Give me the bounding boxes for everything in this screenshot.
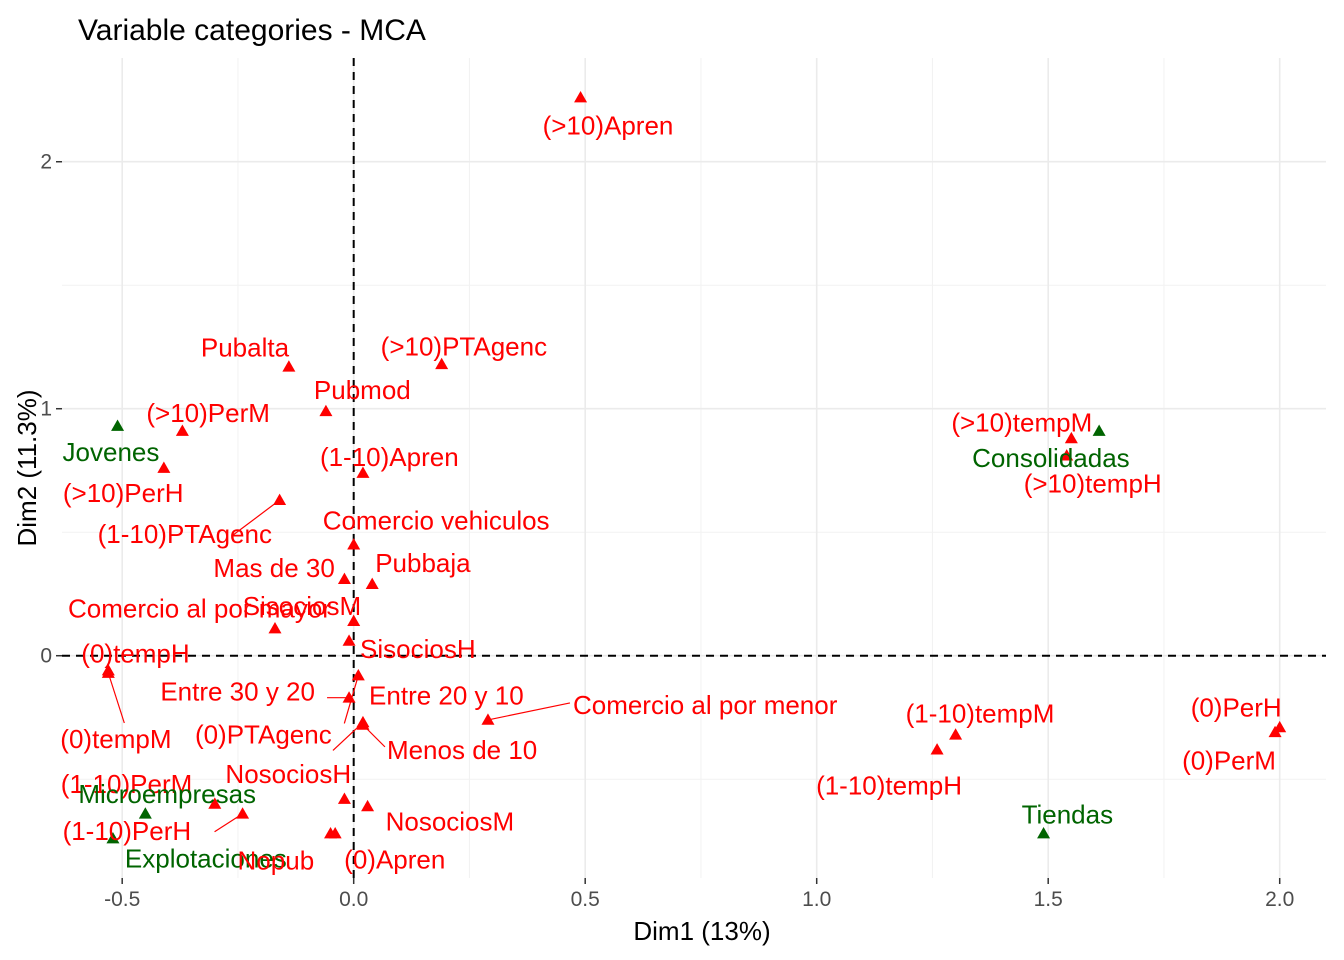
x-tick-label: 0.5	[571, 888, 600, 911]
point-marker	[111, 419, 125, 431]
point-label: Pubmod	[314, 375, 411, 405]
point-label: (0)tempH	[81, 639, 189, 669]
point-marker	[106, 831, 120, 844]
point-marker	[337, 792, 351, 804]
point-label: Comercio vehiculos	[323, 506, 550, 536]
point-marker	[347, 538, 361, 550]
axis-ticks: -0.5 0.0 0.5 1.0 1.5 2.0 0 1 2	[40, 151, 1294, 911]
point-marker	[101, 666, 115, 678]
x-tick-label: -0.5	[104, 888, 140, 911]
point-label: NosociosH	[225, 759, 351, 789]
point-marker	[273, 493, 287, 505]
point-marker	[208, 797, 222, 809]
point-marker	[1064, 431, 1078, 444]
point-marker	[319, 404, 333, 417]
x-tick-label: 1.0	[802, 888, 831, 911]
point-label: (0)Apren	[344, 845, 445, 875]
point-label: Pubalta	[201, 333, 290, 363]
x-axis-title: Dim1 (13%)	[633, 916, 770, 946]
point-marker	[268, 622, 282, 634]
point-label: Explotaciones	[125, 843, 287, 873]
point-label: Comercio al por mayor	[68, 594, 331, 624]
point-label: Jovenes	[63, 437, 160, 467]
leader-line	[231, 499, 280, 537]
point-label: SisociosH	[360, 634, 476, 664]
reference-lines	[62, 58, 1326, 878]
point-label: SisociosM	[243, 591, 361, 621]
point-label: (>10)PerM	[146, 398, 270, 428]
point-marker	[157, 461, 171, 473]
point-label: Nopub	[238, 846, 315, 876]
x-tick-label: 1.5	[1034, 888, 1063, 911]
point-marker	[347, 614, 361, 627]
point-marker	[481, 713, 495, 725]
point-label: (0)PerM	[1182, 745, 1276, 775]
chart-title: Variable categories - MCA	[78, 14, 426, 47]
point-label: Mas de 30	[213, 553, 334, 583]
point-marker	[949, 728, 963, 740]
point-marker	[435, 357, 449, 370]
grid	[62, 58, 1326, 878]
point-marker	[1092, 424, 1106, 436]
point-marker	[356, 718, 370, 730]
point-label: (1-10)PerM	[61, 769, 192, 799]
y-tick-label: 1	[40, 398, 52, 421]
point-label: (0)PerH	[1191, 692, 1282, 722]
x-tick-label: 0.0	[339, 888, 368, 911]
y-tick-label: 0	[40, 645, 52, 668]
point-label: Pubbaja	[375, 548, 471, 578]
point-label: Menos de 10	[387, 735, 537, 765]
point-label: (0)tempM	[60, 724, 171, 754]
point-marker	[1037, 827, 1051, 839]
point-label: (>10)PTAgenc	[381, 331, 547, 361]
point-labels: (>10)Apren (>10)PTAgenc Pubalta Pubmod (>10)…	[60, 111, 1281, 876]
point-marker	[361, 799, 375, 812]
point-marker	[328, 827, 342, 839]
point-marker	[365, 577, 379, 589]
point-marker	[337, 572, 351, 585]
point-label: (>10)PerH	[63, 478, 184, 508]
point-marker	[282, 360, 296, 372]
point-label: Entre 30 y 20	[160, 676, 315, 706]
point-label: (1-10)PTAgenc	[98, 519, 272, 549]
point-label: (1-10)tempM	[906, 699, 1055, 729]
y-axis-title: Dim2 (11.3%)	[12, 389, 42, 546]
point-label: Comercio al por menor	[573, 690, 838, 720]
point-label: (>10)tempH	[1024, 469, 1162, 499]
leader-line	[107, 672, 125, 724]
point-label: (1-10)tempH	[816, 771, 962, 801]
point-markers	[101, 91, 1287, 844]
leader-line	[487, 702, 571, 721]
x-tick-label: 2.0	[1265, 888, 1294, 911]
point-label: NosociosM	[386, 806, 515, 836]
point-marker	[138, 807, 152, 819]
point-label: Tiendas	[1022, 800, 1114, 830]
point-marker	[175, 424, 189, 436]
point-marker	[930, 743, 944, 755]
point-marker	[236, 807, 250, 819]
point-label: (1-10)Apren	[320, 442, 459, 472]
point-label: Entre 20 y 10	[369, 681, 524, 711]
point-marker	[1060, 449, 1074, 461]
point-label: (0)PTAgenc	[195, 719, 332, 749]
point-label: (>10)tempM	[951, 407, 1092, 437]
point-marker	[342, 634, 356, 646]
point-label: (1-10)PerH	[63, 816, 192, 846]
point-label: Microempresas	[78, 779, 256, 809]
y-tick-label: 2	[40, 151, 52, 174]
point-label: (>10)Apren	[543, 111, 674, 141]
point-marker	[342, 691, 356, 703]
point-label: Consolidadas	[972, 443, 1130, 473]
point-marker	[351, 668, 365, 681]
point-marker	[356, 466, 370, 478]
point-marker	[574, 91, 588, 103]
point-marker	[1268, 725, 1282, 738]
